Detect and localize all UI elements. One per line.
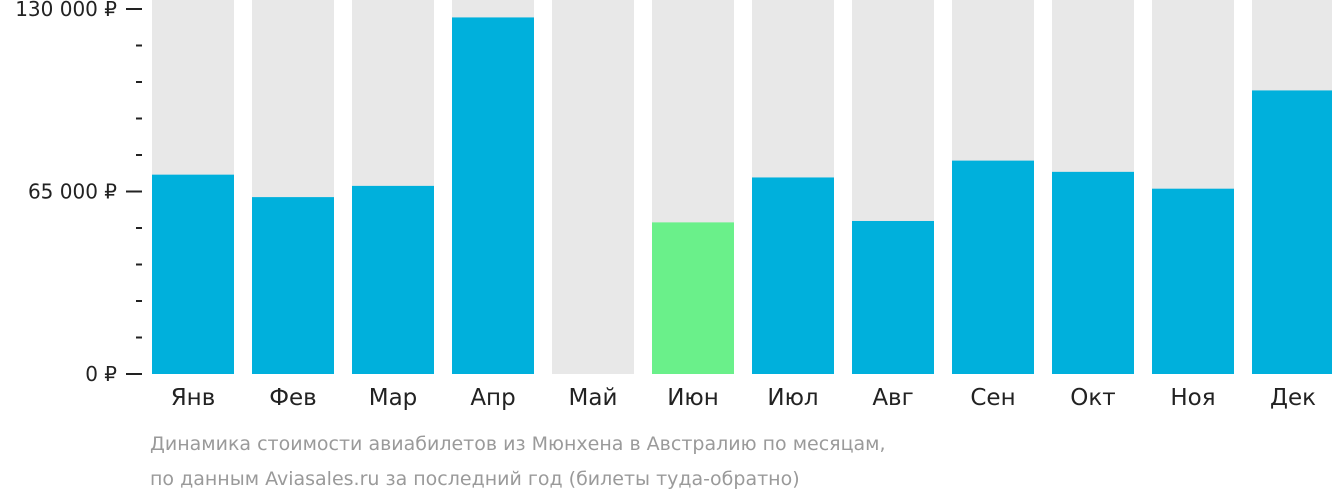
x-tick-label: Дек xyxy=(1270,385,1316,411)
bar-5 xyxy=(652,222,734,374)
bar-10 xyxy=(1152,188,1234,374)
bar-3 xyxy=(452,17,534,375)
bar-11 xyxy=(1252,90,1332,374)
bar-8 xyxy=(952,160,1034,374)
x-tick-label: Июл xyxy=(767,385,818,411)
bar-background-4 xyxy=(552,0,634,374)
y-tick-label: 130 000 ₽ xyxy=(15,0,117,21)
bar-1 xyxy=(252,197,334,374)
x-tick-label: Окт xyxy=(1070,385,1115,411)
bar-9 xyxy=(1052,171,1134,374)
price-bar-chart: 130 000 ₽ 65 000 ₽ 0 ₽ Янв Фев Мар Апр Май Июн И… xyxy=(15,0,1332,411)
caption-line-1: Динамика стоимости авиабилетов из Мюнхен… xyxy=(150,433,886,455)
x-tick-label: Сен xyxy=(970,385,1015,411)
x-tick-label: Май xyxy=(569,385,618,411)
x-tick-label: Апр xyxy=(470,385,515,411)
x-tick-label: Июн xyxy=(667,385,719,411)
bar-2 xyxy=(352,185,434,374)
bar-7 xyxy=(852,220,934,374)
y-tick-label: 0 ₽ xyxy=(85,362,117,386)
y-axis: 130 000 ₽ 65 000 ₽ 0 ₽ xyxy=(15,0,142,386)
x-tick-label: Фев xyxy=(269,385,317,411)
y-tick-label: 65 000 ₽ xyxy=(28,180,117,204)
x-tick-label: Авг xyxy=(872,385,913,411)
caption-line-2: по данным Aviasales.ru за последний год … xyxy=(150,468,800,490)
x-tick-label: Янв xyxy=(171,385,216,411)
bar-6 xyxy=(752,177,834,374)
x-tick-label: Мар xyxy=(369,385,418,411)
x-tick-label: Ноя xyxy=(1170,385,1215,411)
bar-0 xyxy=(152,174,234,374)
bars xyxy=(152,17,1332,375)
x-axis-labels: Янв Фев Мар Апр Май Июн Июл Авг Сен Окт Ноя Дек xyxy=(171,385,1316,411)
